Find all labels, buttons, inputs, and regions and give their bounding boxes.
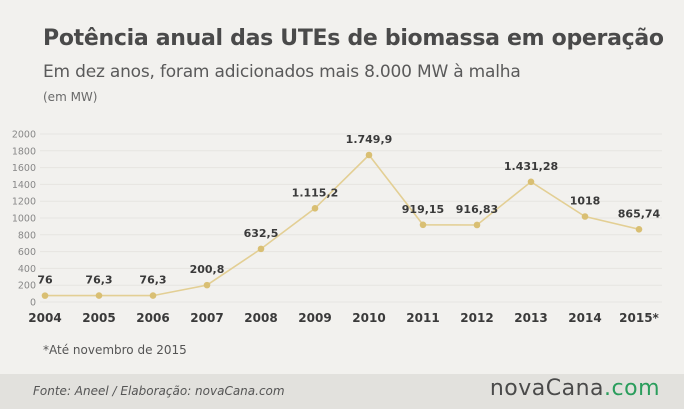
line-chart: 0 200 400 600 800 1000 1200 1400 1600 1800 2000 20… [12,130,662,325]
data-label: 1018 [570,194,601,207]
data-label: 1.115,2 [292,186,339,199]
x-tick-label: 2012 [460,311,493,325]
data-point [203,281,211,289]
data-point [365,151,373,159]
chart-subtitle: Em dez anos, foram adicionados mais 8.00… [43,62,521,82]
data-label: 1.431,28 [504,160,558,173]
data-point [311,205,319,212]
source-text: Fonte: Aneel / Elaboração: novaCana.com [33,384,285,398]
data-point [149,292,157,299]
data-point [527,178,535,186]
x-tick-label: 2004 [28,311,61,325]
data-label: 632,5 [244,227,279,240]
x-tick-label: 2013 [514,311,547,325]
data-point [419,221,427,229]
data-labels: 76 76,3 76,3 200,8 632,5 1.115,2 1.749,9 919,15… [37,133,660,287]
data-label: 76,3 [85,274,112,287]
data-label: 76,3 [139,274,166,287]
y-tick-label: 400 [18,264,36,275]
data-label: 200,8 [190,263,225,276]
data-point [257,245,265,253]
x-tick-label: 2010 [352,311,385,325]
data-label: 76 [37,274,53,287]
x-tick-label: 2011 [406,311,439,325]
y-tick-label: 0 [30,298,36,309]
data-point [95,292,103,299]
x-tick-label: 2007 [190,311,223,325]
y-tick-label: 1600 [12,163,36,174]
x-tick-label: 2008 [244,311,277,325]
x-tick-label: 2015* [619,311,659,325]
data-label: 1.749,9 [346,133,393,146]
logo-suffix: .com [604,376,660,401]
data-point [635,225,643,233]
chart-title: Potência anual das UTEs de biomassa em o… [43,26,664,51]
data-label: 916,83 [456,203,498,216]
series-line [45,153,640,297]
x-tick-label: 2014 [568,311,601,325]
data-markers [41,151,643,299]
data-point [41,292,49,299]
data-point [581,213,589,220]
y-tick-label: 1400 [12,180,36,191]
grid-lines [40,133,662,303]
data-label: 919,15 [402,203,444,216]
novacana-logo[interactable]: novaCana.com [490,376,660,401]
y-axis: 0 200 400 600 800 1000 1200 1400 1600 1800 2000 [12,130,36,309]
y-tick-label: 800 [18,230,36,241]
y-tick-label: 1200 [12,197,36,208]
y-tick-label: 2000 [12,130,36,141]
data-point [473,221,481,229]
y-tick-label: 600 [18,247,36,258]
footnote: *Até novembro de 2015 [43,343,187,357]
logo-main: novaCana [489,376,605,401]
y-tick-label: 200 [18,281,36,292]
x-tick-label: 2006 [136,311,169,325]
x-tick-label: 2009 [298,311,331,325]
data-label: 865,74 [618,207,661,220]
unit-label: (em MW) [43,90,98,104]
y-tick-label: 1000 [12,214,36,225]
y-tick-label: 1800 [12,146,36,157]
x-axis: 2004 2005 2006 2007 2008 2009 2010 2011 2012 2013… [28,311,659,325]
footer-bar: Fonte: Aneel / Elaboração: novaCana.com … [0,374,684,409]
x-tick-label: 2005 [82,311,115,325]
